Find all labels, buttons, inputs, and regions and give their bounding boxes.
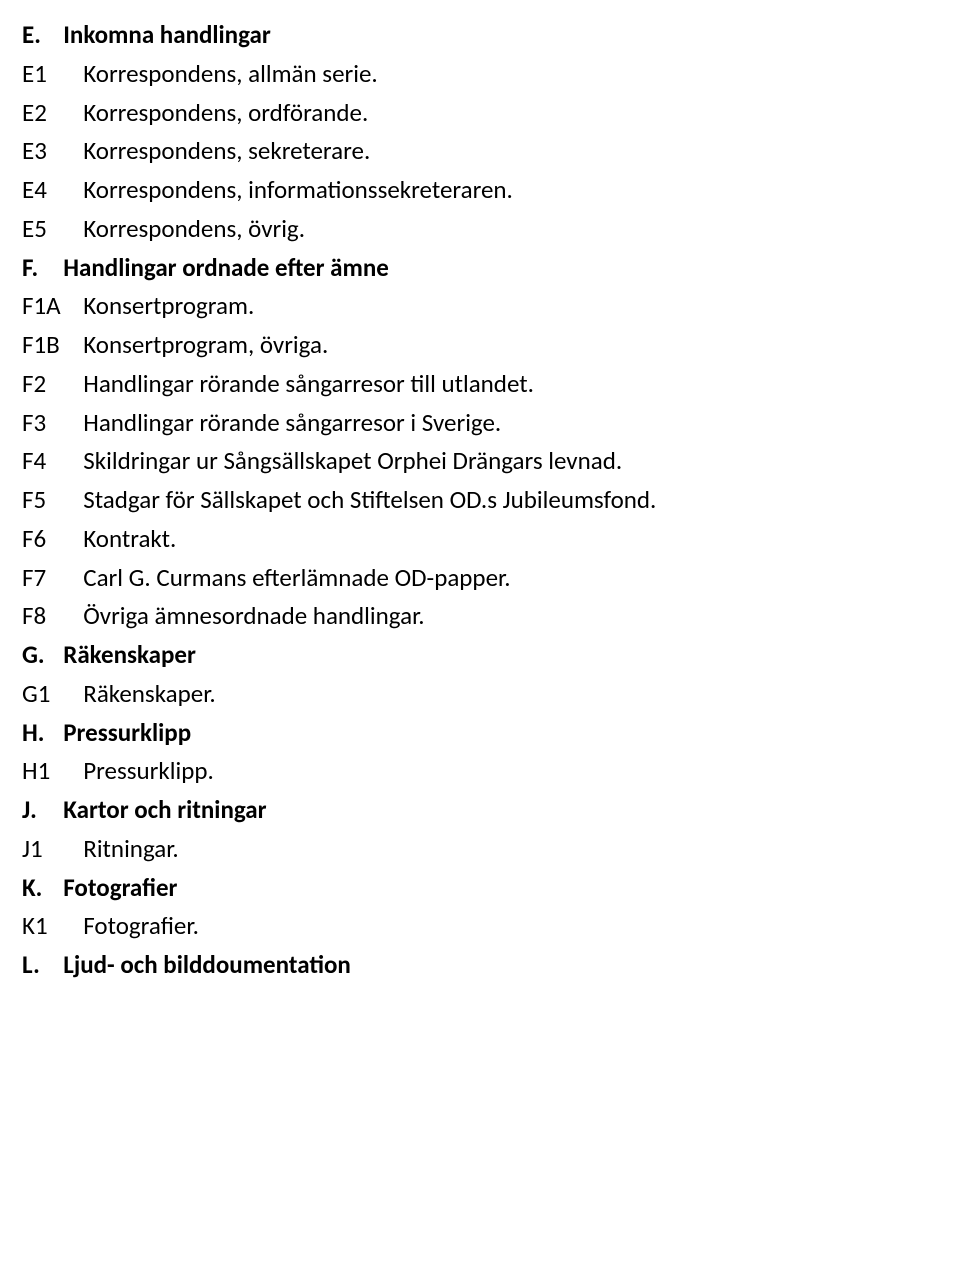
section-heading: F.Handlingar ordnade efter ämne xyxy=(22,249,938,288)
item-code: K1 xyxy=(22,907,83,946)
item-text: Carl G. Curmans efterlämnade OD-papper. xyxy=(83,559,510,598)
list-item: F6Kontrakt. xyxy=(22,520,938,559)
list-item: G1Räkenskaper. xyxy=(22,675,938,714)
list-item: F8Övriga ämnesordnade handlingar. xyxy=(22,597,938,636)
section-letter: H. xyxy=(22,714,55,753)
section-heading: J.Kartor och ritningar xyxy=(22,791,938,830)
list-item: E3Korrespondens, sekreterare. xyxy=(22,132,938,171)
item-code: F3 xyxy=(22,404,83,443)
item-code: F8 xyxy=(22,597,83,636)
list-item: E4Korrespondens, informationssekreterare… xyxy=(22,171,938,210)
section-title: Inkomna handlingar xyxy=(63,16,271,55)
item-code: F7 xyxy=(22,559,83,598)
list-item: F2Handlingar rörande sångarresor till ut… xyxy=(22,365,938,404)
item-code: J1 xyxy=(22,830,83,869)
list-item: H1Pressurklipp. xyxy=(22,752,938,791)
item-code: E3 xyxy=(22,132,83,171)
item-text: Handlingar rörande sångarresor till utla… xyxy=(83,365,534,404)
item-text: Stadgar för Sällskapet och Stiftelsen OD… xyxy=(83,481,656,520)
section-title: Kartor och ritningar xyxy=(63,791,266,830)
item-code: F4 xyxy=(22,442,83,481)
item-code: E2 xyxy=(22,94,83,133)
item-code: E5 xyxy=(22,210,83,249)
item-text: Ritningar. xyxy=(83,830,178,869)
list-item: E1Korrespondens, allmän serie. xyxy=(22,55,938,94)
item-text: Handlingar rörande sångarresor i Sverige… xyxy=(83,404,501,443)
section-letter: G. xyxy=(22,636,55,675)
section-letter: F. xyxy=(22,249,55,288)
section-heading: L.Ljud- och bilddoumentation xyxy=(22,946,938,985)
section-heading: H.Pressurklipp xyxy=(22,714,938,753)
section-letter: L. xyxy=(22,946,55,985)
list-item: F7Carl G. Curmans efterlämnade OD-papper… xyxy=(22,559,938,598)
section-title: Fotografier xyxy=(63,869,177,908)
list-item: F5Stadgar för Sällskapet och Stiftelsen … xyxy=(22,481,938,520)
item-code: F5 xyxy=(22,481,83,520)
section-heading: K.Fotografier xyxy=(22,869,938,908)
section-title: Pressurklipp xyxy=(63,714,191,753)
section-letter: J. xyxy=(22,791,55,830)
item-text: Fotografier. xyxy=(83,907,199,946)
item-text: Kontrakt. xyxy=(83,520,176,559)
item-code: E4 xyxy=(22,171,83,210)
list-item: E5Korrespondens, övrig. xyxy=(22,210,938,249)
item-text: Pressurklipp. xyxy=(83,752,214,791)
item-text: Korrespondens, ordförande. xyxy=(83,94,368,133)
list-item: F3Handlingar rörande sångarresor i Sveri… xyxy=(22,404,938,443)
list-item: F1AKonsertprogram. xyxy=(22,287,938,326)
item-text: Skildringar ur Sångsällskapet Orphei Drä… xyxy=(83,442,622,481)
item-code: E1 xyxy=(22,55,83,94)
list-item: F1BKonsertprogram, övriga. xyxy=(22,326,938,365)
list-item: K1Fotografier. xyxy=(22,907,938,946)
list-item: F4Skildringar ur Sångsällskapet Orphei D… xyxy=(22,442,938,481)
item-text: Räkenskaper. xyxy=(83,675,215,714)
list-item: E2Korrespondens, ordförande. xyxy=(22,94,938,133)
item-code: F1A xyxy=(22,287,83,326)
item-text: Korrespondens, allmän serie. xyxy=(83,55,377,94)
item-text: Konsertprogram, övriga. xyxy=(83,326,328,365)
section-heading: E.Inkomna handlingar xyxy=(22,16,938,55)
item-text: Korrespondens, sekreterare. xyxy=(83,132,370,171)
item-code: H1 xyxy=(22,752,83,791)
document-body: E.Inkomna handlingarE1Korrespondens, all… xyxy=(22,16,938,985)
item-code: F2 xyxy=(22,365,83,404)
section-title: Ljud- och bilddoumentation xyxy=(63,946,351,985)
item-code: G1 xyxy=(22,675,83,714)
section-title: Handlingar ordnade efter ämne xyxy=(63,249,389,288)
item-text: Korrespondens, övrig. xyxy=(83,210,305,249)
item-code: F1B xyxy=(22,326,83,365)
section-title: Räkenskaper xyxy=(63,636,196,675)
list-item: J1Ritningar. xyxy=(22,830,938,869)
section-heading: G.Räkenskaper xyxy=(22,636,938,675)
item-code: F6 xyxy=(22,520,83,559)
section-letter: E. xyxy=(22,16,55,55)
section-letter: K. xyxy=(22,869,55,908)
item-text: Korrespondens, informationssekreteraren. xyxy=(83,171,513,210)
item-text: Konsertprogram. xyxy=(83,287,254,326)
item-text: Övriga ämnesordnade handlingar. xyxy=(83,597,424,636)
